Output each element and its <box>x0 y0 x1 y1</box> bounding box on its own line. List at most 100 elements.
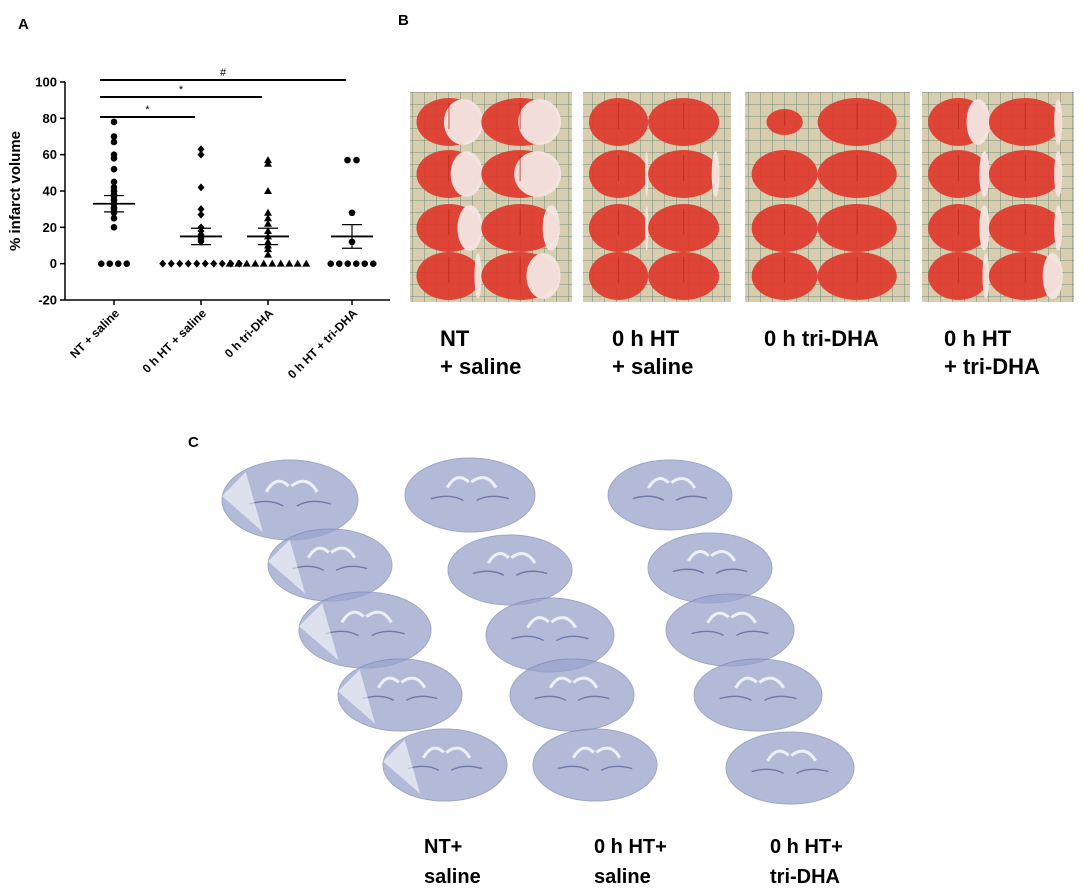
nissl-section <box>607 459 733 531</box>
hippocampus <box>796 768 829 775</box>
y-tick-label: 100 <box>35 75 57 90</box>
data-point <box>110 224 118 231</box>
infarct-area <box>711 151 720 197</box>
ventricle <box>510 552 537 564</box>
nissl-section <box>221 459 359 541</box>
data-point <box>353 156 360 164</box>
nissl-section <box>447 534 573 606</box>
data-point <box>251 259 260 267</box>
ventricle <box>687 550 710 562</box>
data-point <box>344 156 351 164</box>
ventricle <box>550 616 577 629</box>
data-point <box>259 259 268 267</box>
data-point <box>344 260 352 267</box>
section-outline <box>532 728 658 802</box>
nissl-section <box>298 591 432 669</box>
data-point <box>327 260 335 267</box>
lesion <box>268 539 306 594</box>
lesion <box>299 603 339 661</box>
ventricle <box>421 746 445 759</box>
data-point <box>110 184 118 191</box>
data-point <box>225 259 234 267</box>
nissl-section <box>509 658 635 732</box>
x-tick-label: 0 h HT + tri-DHA <box>285 306 360 381</box>
section-outline <box>725 731 855 805</box>
infarct-area <box>542 205 560 251</box>
ventricle <box>376 676 400 689</box>
data-point <box>293 259 302 267</box>
hippocampus <box>577 695 610 702</box>
data-point <box>97 260 105 267</box>
panel-b-letter: B <box>398 12 409 29</box>
x-tick-label: NT + saline <box>67 306 122 361</box>
data-point <box>197 210 205 219</box>
ventricle <box>526 616 550 629</box>
lesion <box>222 472 263 532</box>
section-outline <box>509 658 635 732</box>
data-point <box>197 145 205 154</box>
data-point <box>167 259 175 268</box>
hippocampus <box>371 630 405 637</box>
infarct-area <box>1054 99 1063 145</box>
section-outline <box>693 658 823 732</box>
ventricle <box>571 746 595 759</box>
ttc-photo-3 <box>922 92 1074 302</box>
data-point <box>264 219 272 227</box>
nissl-label-ht-tri-dha: 0 h HT+ tri-DHA <box>770 836 843 888</box>
data-point <box>110 133 118 140</box>
significance-label: * <box>145 104 150 116</box>
data-point <box>201 259 209 268</box>
photo-label-nt-saline: NT + saline <box>440 326 522 379</box>
data-point <box>184 259 192 268</box>
nissl-section <box>404 457 536 533</box>
hippocampus <box>736 630 769 637</box>
infarct-area <box>518 99 561 145</box>
data-point <box>335 260 343 267</box>
significance-label: * <box>179 84 184 96</box>
ventricle <box>670 477 697 489</box>
nissl-section <box>725 731 855 805</box>
ventricle <box>264 479 290 493</box>
hippocampus <box>719 695 752 702</box>
data-point <box>123 260 131 267</box>
data-point <box>234 259 243 267</box>
nissl-section <box>267 528 393 602</box>
hippocampus <box>511 635 544 642</box>
infarct-area <box>979 205 990 251</box>
ttc-photo-0 <box>410 92 572 302</box>
data-point <box>114 260 122 267</box>
ventricle <box>758 676 785 689</box>
photo-label-ht-saline: 0 h HT + saline <box>612 326 694 379</box>
hippocampus <box>691 630 724 637</box>
y-axis-label: % infarct volume <box>7 131 24 251</box>
data-point <box>176 259 184 268</box>
hippocampus <box>715 568 748 574</box>
ventricle <box>400 676 427 689</box>
section-outline <box>665 593 795 667</box>
hippocampus <box>450 765 483 772</box>
infarct-area <box>966 99 990 145</box>
section-outline <box>447 534 573 606</box>
nissl-section <box>532 728 658 802</box>
ventricle <box>734 676 758 689</box>
hippocampus <box>476 495 510 502</box>
data-point <box>193 259 201 268</box>
ttc-photo-2 <box>745 92 910 302</box>
data-point <box>264 187 272 194</box>
ventricle <box>365 610 393 624</box>
ventricle <box>706 611 730 624</box>
hippocampus <box>751 768 784 775</box>
infarct-area <box>979 151 990 197</box>
ventricle <box>647 477 670 489</box>
data-point <box>197 150 205 159</box>
infarct-area <box>645 205 649 251</box>
nissl-section <box>693 658 823 732</box>
infarct-area <box>526 253 561 299</box>
data-point <box>110 178 118 186</box>
infarct-area <box>514 151 562 197</box>
ventricle <box>730 611 757 624</box>
hippocampus <box>600 765 633 772</box>
ventricle <box>487 552 510 564</box>
nissl-section <box>337 658 463 732</box>
ventricle <box>572 676 599 689</box>
